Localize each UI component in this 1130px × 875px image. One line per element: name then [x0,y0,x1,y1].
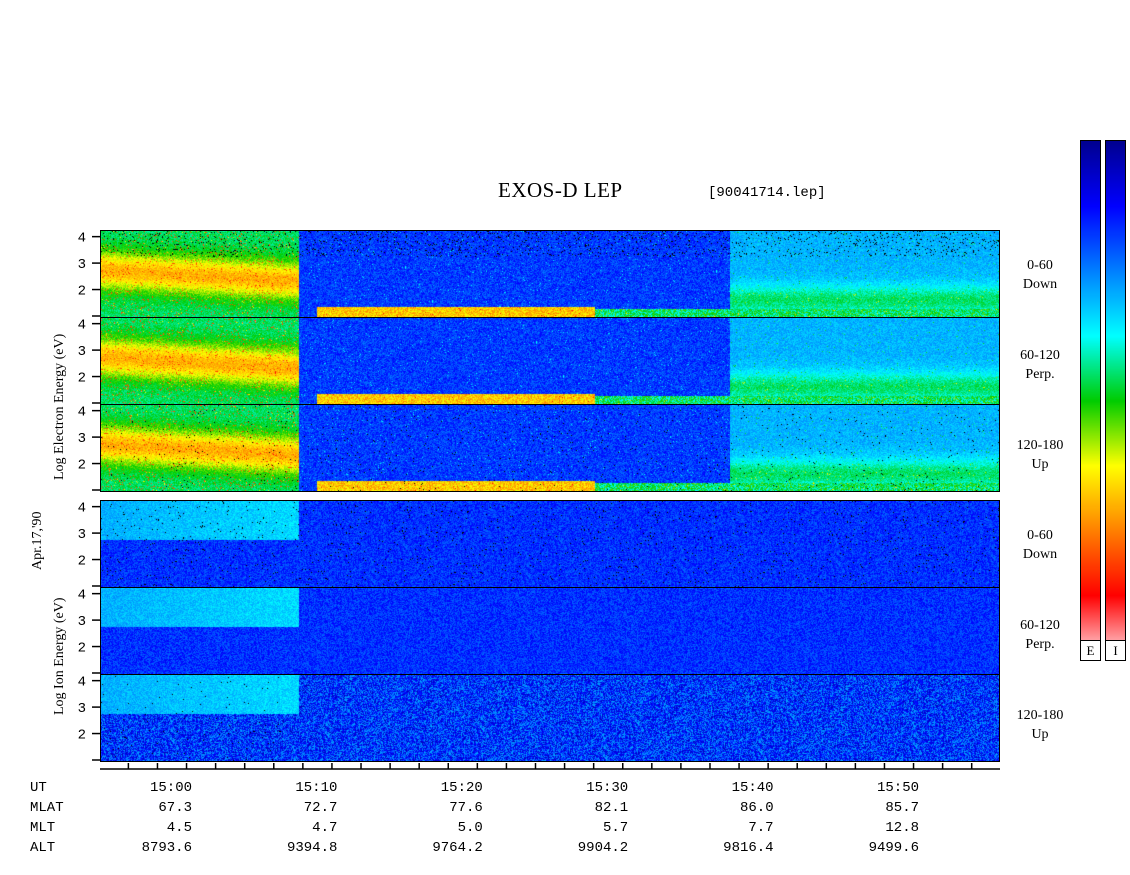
ephemeris-mlt-value: 12.8 [885,820,919,836]
ephemeris-mlt-value: 7.7 [748,820,774,836]
ephemeris-alt-value: 9764.2 [432,840,483,856]
pitch-direction: Up [1031,457,1049,472]
chart-title: EXOS-D LEP [498,178,623,202]
y-tick-label: 3 [78,527,86,543]
electron-colorbar [1080,140,1101,661]
electron-perp-spectrogram [101,318,999,404]
ion-down-panel [100,500,1000,588]
side-label-electron-up: 120-180 Up [1005,436,1075,474]
ion-perp-spectrogram [101,588,999,674]
date-label: Apr.17,'90 [30,511,45,570]
y-tick-label: 3 [78,257,86,273]
ephemeris-mlat-value: 72.7 [303,800,338,816]
pitch-range: 60-120 [1020,348,1060,363]
file-name: [90041714.lep] [708,185,826,201]
ephemeris-label-alt: ALT [30,840,56,856]
electron-up-panel [100,404,1000,492]
ephemeris-label-mlat: MLAT [30,800,64,816]
electron-perp-panel [100,317,1000,405]
pitch-range: 120-180 [1016,438,1064,453]
ephemeris-mlat-value: 82.1 [594,800,629,816]
side-label-ion-up: 120-180 Up [1005,706,1075,744]
ephemeris-ut-value: 15:50 [876,780,919,796]
ephemeris-alt-value: 8793.6 [141,840,192,856]
ephemeris-label-mlt: MLT [30,820,56,836]
electron-down-spectrogram [101,231,999,317]
pitch-direction: Perp. [1025,367,1055,382]
ephemeris-ut-value: 15:30 [586,780,629,796]
ion-down-spectrogram [101,501,999,587]
ephemeris-ut-value: 15:10 [295,780,338,796]
ephemeris-alt-value: 9816.4 [723,840,774,856]
y-tick-label: 4 [78,501,86,517]
ion-energy-ylabel: Log Ion Energy (eV) [52,597,67,715]
y-tick-label: 2 [78,284,86,300]
y-tick-label: 2 [78,371,86,387]
ephemeris-label-ut: UT [30,780,47,796]
side-label-ion-down: 0-60 Down [1005,526,1075,564]
pitch-direction: Down [1022,547,1058,562]
electron-energy-ylabel: Log Electron Energy (eV) [52,333,67,480]
ephemeris-mlat-value: 86.0 [739,800,774,816]
pitch-range: 0-60 [1027,528,1053,543]
ion-colorbar [1105,140,1126,661]
pitch-range: 0-60 [1027,258,1053,273]
y-tick-label: 3 [78,344,86,360]
y-tick-label: 4 [78,588,86,604]
side-label-electron-down: 0-60 Down [1005,256,1075,294]
y-tick-label: 2 [78,728,86,744]
pitch-direction: Perp. [1025,637,1055,652]
y-tick-label: 3 [78,614,86,630]
pitch-range: 60-120 [1020,618,1060,633]
ephemeris-mlat-value: 67.3 [158,800,192,816]
side-label-ion-perp: 60-120 Perp. [1005,616,1075,654]
ion-colorbar-label: I [1105,640,1126,661]
side-label-electron-perp: 60-120 Perp. [1005,346,1075,384]
ion-up-spectrogram [101,675,999,761]
ephemeris-mlat-value: 77.6 [449,800,483,816]
y-tick-label: 4 [78,231,86,247]
ephemeris-ut-value: 15:20 [440,780,483,796]
ephemeris-mlt-value: 5.0 [457,820,483,836]
y-tick-label: 2 [78,554,86,570]
ephemeris-ut-value: 15:40 [731,780,774,796]
pitch-direction: Down [1022,277,1058,292]
ephemeris-mlt-value: 5.7 [602,820,629,836]
y-tick-label: 3 [78,431,86,447]
y-tick-label: 2 [78,641,86,657]
y-tick-label: 4 [78,675,86,691]
ephemeris-ut-value: 15:00 [149,780,192,796]
ephemeris-mlt-value: 4.5 [166,820,192,836]
y-tick-label: 4 [78,318,86,334]
ephemeris-alt-value: 9394.8 [286,840,338,856]
pitch-direction: Up [1031,727,1049,742]
electron-colorbar-label: E [1080,640,1101,661]
y-tick-label: 4 [78,405,86,421]
ephemeris-alt-value: 9499.6 [868,840,919,856]
y-tick-label: 2 [78,458,86,474]
pitch-range: 120-180 [1016,708,1064,723]
ephemeris-alt-value: 9904.2 [577,840,629,856]
electron-up-spectrogram [101,405,999,491]
ephemeris-mlt-value: 4.7 [312,820,338,836]
ion-up-panel [100,674,1000,762]
y-tick-label: 3 [78,701,86,717]
ephemeris-mlat-value: 85.7 [885,800,919,816]
